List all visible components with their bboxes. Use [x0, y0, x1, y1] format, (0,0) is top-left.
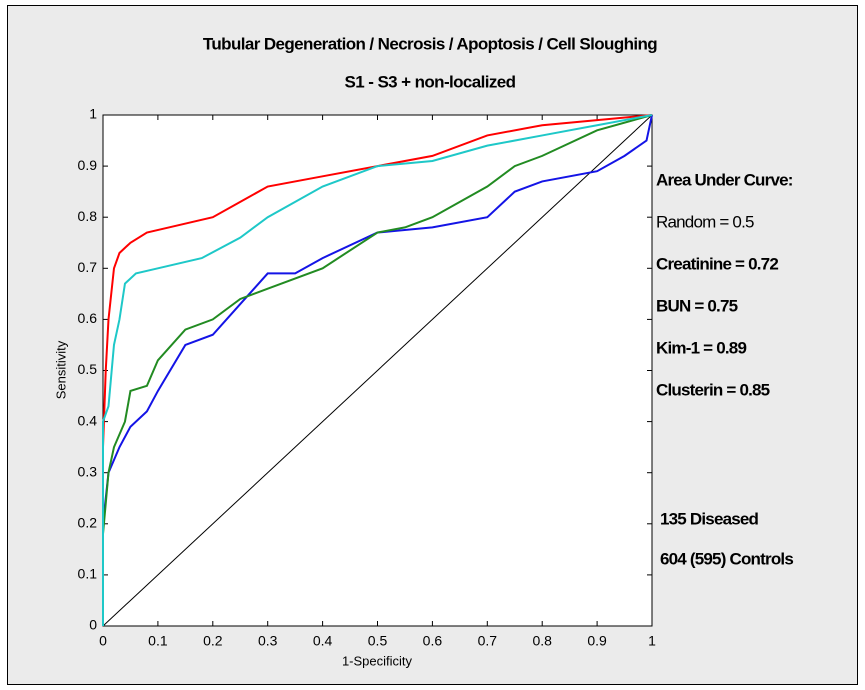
- y-tick-label: 1: [89, 106, 97, 122]
- y-tick-label: 0.3: [78, 463, 98, 479]
- roc-curve: [102, 114, 653, 626]
- y-tick-label: 0.7: [78, 259, 98, 275]
- roc-curve: [102, 114, 653, 627]
- y-tick-label: 0.1: [78, 566, 98, 582]
- x-axis-label: 1-Specificity: [342, 653, 413, 668]
- legend-entry: Random = 0.5: [656, 212, 754, 231]
- legend-title: Area Under Curve:: [656, 170, 793, 189]
- y-tick-label: 0.8: [78, 208, 98, 224]
- x-tick-label: 0.9: [587, 633, 607, 649]
- x-tick-label: 0.6: [423, 633, 443, 649]
- y-tick-label: 0.4: [78, 412, 98, 428]
- y-tick-label: 0.6: [78, 310, 98, 326]
- y-tick-label: 0.2: [78, 515, 98, 531]
- roc-curve: [102, 114, 653, 626]
- roc-curve: [102, 114, 653, 626]
- legend-entry: BUN = 0.75: [656, 296, 738, 315]
- y-axis-label: Sensitivity: [53, 340, 68, 399]
- x-tick-label: 0.4: [313, 633, 333, 649]
- x-tick-label: 1: [648, 633, 656, 649]
- y-tick-label: 0.9: [78, 157, 98, 173]
- x-tick-label: 0: [99, 633, 107, 649]
- x-tick-label: 0.3: [258, 633, 278, 649]
- chart-subtitle: S1 - S3 + non-localized: [345, 72, 516, 91]
- legend-entry: Kim-1 = 0.89: [656, 338, 746, 357]
- legend-entry: Clusterin = 0.85: [656, 380, 770, 399]
- x-tick-label: 0.5: [368, 633, 388, 649]
- x-tick-label: 0.2: [203, 633, 223, 649]
- legend-entry: Creatinine = 0.72: [656, 254, 778, 273]
- annotation: 135 Diseased: [660, 509, 759, 528]
- roc-curve: [102, 114, 653, 626]
- chart-title: Tubular Degeneration / Necrosis / Apopto…: [203, 34, 657, 53]
- x-tick-label: 0.7: [478, 633, 498, 649]
- y-tick-label: 0: [89, 617, 97, 633]
- x-tick-label: 0.1: [148, 633, 168, 649]
- x-tick-label: 0.8: [532, 633, 552, 649]
- annotation: 604 (595) Controls: [660, 549, 793, 568]
- y-tick-label: 0.5: [78, 361, 98, 377]
